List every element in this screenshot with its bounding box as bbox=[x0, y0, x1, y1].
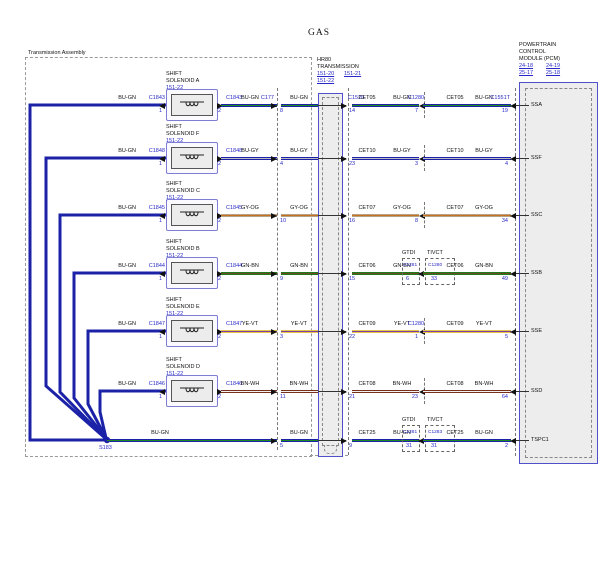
harness-wire-3 bbox=[58, 213, 166, 440]
pcm-ref-1[interactable]: 24-18 bbox=[519, 63, 534, 69]
transmission-assembly-box bbox=[25, 57, 312, 457]
splice-label: S183 bbox=[99, 445, 112, 451]
connector-c177-line bbox=[277, 88, 278, 450]
hr80-ref-2[interactable]: 151-21 bbox=[344, 71, 362, 77]
hr80-name-line1: HR80 bbox=[317, 57, 332, 63]
harness-wire-2 bbox=[44, 156, 166, 440]
harness-wire-5 bbox=[86, 329, 166, 439]
splice-dot bbox=[103, 436, 111, 444]
pcm-name-line2: CONTROL bbox=[519, 49, 546, 55]
hr80-ref-1[interactable]: 151-20 bbox=[317, 71, 335, 77]
harness-wire-6 bbox=[98, 389, 166, 439]
harness-wire-4 bbox=[72, 271, 166, 439]
pcm-name-line1: POWERTRAIN bbox=[519, 42, 557, 48]
hr80-name-line2: TRANSMISSION bbox=[317, 64, 359, 70]
pcm-ref-4[interactable]: 25-18 bbox=[546, 70, 561, 76]
connector-c1520-line bbox=[348, 88, 349, 455]
hr80-connector-inner-dash bbox=[322, 97, 339, 446]
pcm-ref-3[interactable]: 25-17 bbox=[519, 70, 534, 76]
pcm-name-line3: MODULE (PCM) bbox=[519, 56, 560, 62]
hr80-ref-3[interactable]: 151-22 bbox=[317, 78, 335, 84]
transmission-assembly-label: Transmission Assembly bbox=[28, 50, 86, 56]
hr80-connector-cup bbox=[324, 446, 337, 454]
pcm-ref-2[interactable]: 24-19 bbox=[546, 63, 561, 69]
page-title: GAS bbox=[308, 28, 331, 38]
harness-wire-1 bbox=[28, 103, 166, 442]
